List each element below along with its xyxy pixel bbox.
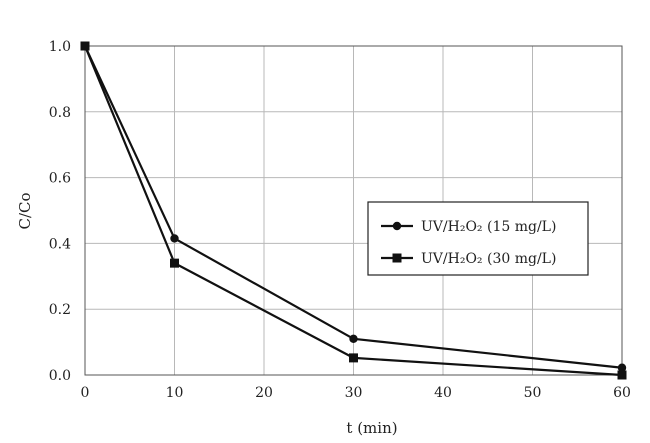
data-point-circle: [170, 234, 179, 243]
legend-item-15: UV/H₂O₂ (15 mg/L): [381, 219, 556, 235]
legend-box: [367, 201, 589, 276]
x-tick-label: 50: [524, 385, 542, 401]
legend-label-30: UV/H₂O₂ (30 mg/L): [421, 251, 556, 267]
x-tick-label: 20: [255, 385, 273, 401]
y-tick-label: 0.4: [49, 236, 71, 252]
legend-item-30: UV/H₂O₂ (30 mg/L): [381, 251, 556, 267]
y-tick-label: 1.0: [49, 39, 71, 55]
series-line: [84, 45, 623, 369]
x-tick-label: 30: [345, 385, 363, 401]
x-axis-ticks: 0 10 20 30 40 50 60: [81, 385, 631, 401]
y-axis-title: C/Co: [16, 192, 34, 229]
y-tick-label: 0.2: [49, 302, 71, 318]
data-point-circle: [349, 334, 358, 344]
x-tick-label: 40: [434, 385, 452, 401]
y-axis-ticks: 0.0 0.2 0.4 0.6 0.8 1.0: [49, 39, 71, 384]
x-axis-title: t (min): [346, 419, 397, 437]
data-point-circle: [617, 363, 627, 372]
data-point-square: [170, 258, 179, 268]
legend-label-15: UV/H₂O₂ (15 mg/L): [421, 219, 556, 235]
legend: UV/H₂O₂ (15 mg/L) UV/H₂O₂ (30 mg/L): [367, 201, 589, 276]
series-1: [80, 41, 627, 380]
data-point-square: [80, 41, 90, 51]
data-point-square: [349, 353, 358, 363]
y-tick-label: 0.0: [49, 368, 71, 384]
x-tick-label: 10: [166, 385, 184, 401]
y-tick-label: 0.6: [49, 171, 71, 187]
grid: [84, 45, 623, 376]
legend-marker-circle: [392, 221, 402, 231]
series-line: [83, 45, 623, 377]
plot-border: [84, 45, 623, 376]
data-point-square: [617, 370, 627, 380]
y-tick-label: 0.8: [49, 105, 71, 121]
series-layer: [80, 41, 627, 380]
x-tick-label: 60: [613, 385, 631, 401]
legend-marker-square: [392, 253, 402, 263]
x-tick-label: 0: [81, 385, 90, 401]
